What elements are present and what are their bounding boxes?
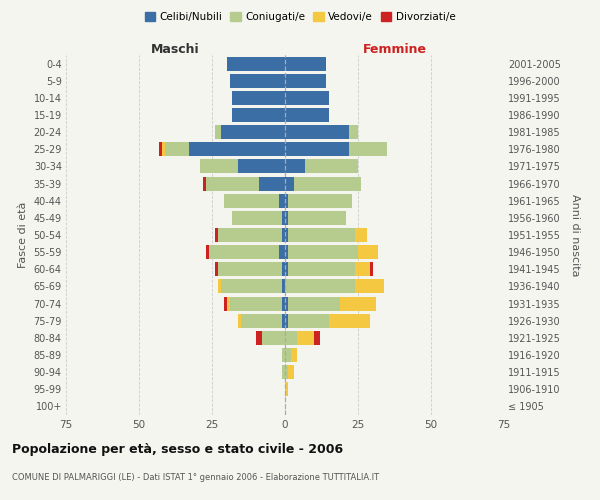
Bar (285, 331, 296, 345)
Bar (232, 211, 282, 225)
Bar (282, 365, 285, 379)
Bar (285, 211, 288, 225)
Bar (358, 245, 379, 259)
Bar (282, 262, 285, 276)
Bar (282, 348, 285, 362)
Bar (224, 194, 279, 207)
Bar (160, 142, 163, 156)
Bar (282, 296, 285, 310)
Bar (259, 176, 285, 190)
Bar (285, 160, 305, 173)
Bar (288, 245, 358, 259)
Bar (285, 194, 288, 207)
Bar (285, 108, 329, 122)
Bar (288, 314, 329, 328)
Bar (227, 56, 285, 70)
Bar (215, 228, 218, 242)
Bar (349, 125, 358, 139)
Text: Maschi: Maschi (151, 43, 200, 56)
Bar (221, 280, 282, 293)
Bar (215, 125, 221, 139)
Bar (305, 160, 358, 173)
Bar (288, 211, 346, 225)
Bar (241, 314, 282, 328)
Bar (218, 228, 282, 242)
Bar (224, 296, 227, 310)
Bar (285, 262, 288, 276)
Bar (288, 194, 352, 207)
Bar (232, 108, 285, 122)
Bar (282, 211, 285, 225)
Bar (285, 56, 326, 70)
Bar (238, 314, 241, 328)
Legend: Celibi/Nubili, Coniugati/e, Vedovi/e, Divorziati/e: Celibi/Nubili, Coniugati/e, Vedovi/e, Di… (140, 8, 460, 26)
Bar (218, 262, 282, 276)
Bar (329, 314, 370, 328)
Bar (285, 245, 288, 259)
Bar (285, 142, 349, 156)
Bar (230, 296, 282, 310)
Bar (288, 228, 355, 242)
Bar (285, 296, 288, 310)
Bar (288, 262, 355, 276)
Bar (285, 280, 355, 293)
Bar (355, 228, 367, 242)
Bar (165, 142, 188, 156)
Bar (230, 74, 285, 88)
Bar (262, 331, 285, 345)
Bar (291, 348, 296, 362)
Bar (285, 314, 288, 328)
Bar (279, 194, 285, 207)
Bar (285, 228, 288, 242)
Bar (282, 314, 285, 328)
Y-axis label: Fasce di età: Fasce di età (18, 202, 28, 268)
Bar (209, 245, 279, 259)
Bar (285, 74, 326, 88)
Bar (285, 382, 288, 396)
Bar (288, 296, 340, 310)
Bar (218, 280, 221, 293)
Bar (238, 160, 285, 173)
Bar (206, 176, 259, 190)
Bar (314, 331, 320, 345)
Bar (221, 125, 285, 139)
Bar (285, 365, 288, 379)
Bar (285, 91, 329, 105)
Text: Popolazione per età, sesso e stato civile - 2006: Popolazione per età, sesso e stato civil… (12, 442, 343, 456)
Bar (340, 296, 376, 310)
Bar (282, 280, 285, 293)
Bar (349, 142, 387, 156)
Bar (200, 160, 238, 173)
Bar (206, 245, 209, 259)
Bar (256, 331, 262, 345)
Bar (355, 280, 384, 293)
Bar (370, 262, 373, 276)
Bar (227, 296, 230, 310)
Bar (203, 176, 206, 190)
Bar (355, 262, 370, 276)
Bar (294, 176, 361, 190)
Bar (282, 228, 285, 242)
Bar (285, 176, 294, 190)
Bar (188, 142, 285, 156)
Bar (296, 331, 314, 345)
Bar (232, 91, 285, 105)
Bar (215, 262, 218, 276)
Text: Femmine: Femmine (362, 43, 427, 56)
Bar (279, 245, 285, 259)
Bar (163, 142, 165, 156)
Bar (288, 365, 294, 379)
Y-axis label: Anni di nascita: Anni di nascita (571, 194, 580, 276)
Bar (285, 125, 349, 139)
Bar (285, 348, 291, 362)
Text: COMUNE DI PALMARIGGI (LE) - Dati ISTAT 1° gennaio 2006 - Elaborazione TUTTITALIA: COMUNE DI PALMARIGGI (LE) - Dati ISTAT 1… (12, 472, 379, 482)
